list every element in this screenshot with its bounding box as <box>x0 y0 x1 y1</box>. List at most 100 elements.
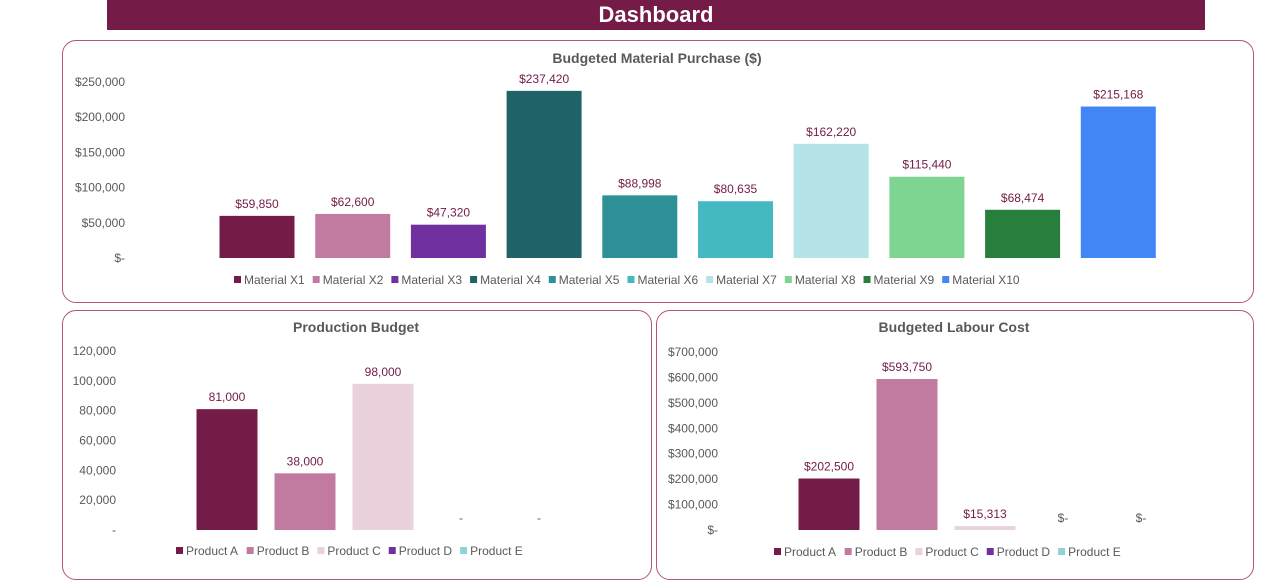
y-tick-label: 60,000 <box>79 434 116 448</box>
legend-label: Material X3 <box>401 273 462 287</box>
data-label: $162,220 <box>806 125 856 139</box>
y-tick-label: $500,000 <box>668 396 718 410</box>
bar-product-c <box>352 383 414 530</box>
y-tick-label: $400,000 <box>668 421 718 435</box>
bar-product-c <box>954 526 1016 530</box>
legend-label: Material X10 <box>952 273 1020 287</box>
bar-material-x9 <box>985 209 1061 258</box>
legend-item: Material X5 <box>548 273 620 287</box>
legend-label: Product D <box>399 544 453 558</box>
legend-swatch <box>942 276 950 283</box>
bar-material-x4 <box>506 90 582 258</box>
legend-label: Material X5 <box>559 273 620 287</box>
data-label: $593,750 <box>882 360 932 374</box>
labour-chart-panel <box>656 310 1254 580</box>
legend-label: Product A <box>784 545 836 559</box>
legend-swatch <box>915 548 923 555</box>
bar-material-x1 <box>219 215 295 258</box>
legend-swatch <box>627 276 635 283</box>
data-label: $68,474 <box>1001 191 1045 205</box>
data-label: - <box>537 511 541 525</box>
legend-swatch <box>312 276 320 283</box>
data-label: $88,998 <box>618 176 662 190</box>
bar-material-x7 <box>793 143 869 258</box>
material-chart-panel <box>62 40 1254 303</box>
data-label: 98,000 <box>365 365 402 379</box>
legend-label: Product D <box>997 545 1051 559</box>
legend-swatch <box>176 547 183 554</box>
legend-swatch <box>986 548 994 555</box>
legend-item: Product B <box>246 544 310 558</box>
bar-product-b <box>274 473 336 530</box>
bar-product-a <box>196 409 258 530</box>
legend-label: Product E <box>470 544 523 558</box>
data-label: $59,850 <box>235 197 279 211</box>
legend-label: Material X7 <box>716 273 777 287</box>
legend-label: Product C <box>327 544 381 558</box>
legend-swatch <box>317 547 325 554</box>
labour-chart: Budgeted Labour Cost $- $100,000 $200,000 $3… <box>668 319 1146 559</box>
data-label: $47,320 <box>427 206 471 220</box>
legend-item: Product D <box>388 544 453 558</box>
data-label: $- <box>1058 511 1069 525</box>
bar-material-x10 <box>1080 106 1156 258</box>
legend-swatch <box>548 276 556 283</box>
legend-item: Product A <box>176 544 238 558</box>
legend-swatch <box>470 276 478 283</box>
legend-label: Product A <box>186 544 238 558</box>
y-tick-label: $- <box>114 251 125 265</box>
y-tick-label: 20,000 <box>79 493 116 507</box>
legend-swatch <box>844 548 852 555</box>
data-label: $- <box>1136 511 1147 525</box>
y-tick-label: $- <box>707 523 718 537</box>
legend-swatch <box>863 276 871 283</box>
legend-label: Product C <box>925 545 979 559</box>
data-label: $237,420 <box>519 72 569 86</box>
bar-material-x5 <box>602 195 678 258</box>
legend-item: Material X7 <box>706 273 777 287</box>
chart-title: Budgeted Labour Cost <box>879 319 1030 335</box>
y-tick-label: $600,000 <box>668 370 718 384</box>
legend-item: Product C <box>317 544 381 558</box>
legend-swatch <box>784 276 792 283</box>
data-label: 81,000 <box>209 390 246 404</box>
legend-swatch <box>1058 548 1066 555</box>
y-tick-label: $150,000 <box>75 145 125 159</box>
legend-item: Material X4 <box>470 273 541 287</box>
legend-label: Material X2 <box>323 273 384 287</box>
data-label: - <box>459 511 463 525</box>
charts-canvas: Budgeted Material Purchase ($) $- $50,000 $… <box>73 50 1156 559</box>
legend-label: Material X8 <box>795 273 856 287</box>
y-tick-label: $100,000 <box>75 181 125 195</box>
legend-item: Material X9 <box>863 273 935 287</box>
data-label: $80,635 <box>714 182 758 196</box>
bar-material-x6 <box>698 201 773 258</box>
bar-material-x8 <box>889 176 965 258</box>
legend-item: Product D <box>986 545 1051 559</box>
y-tick-label: 100,000 <box>73 374 117 388</box>
y-tick-label: 40,000 <box>79 463 116 477</box>
y-tick-label: $200,000 <box>75 110 125 124</box>
legend-item: Material X1 <box>234 273 305 287</box>
legend-label: Product B <box>257 544 310 558</box>
legend-item: Material X10 <box>942 273 1020 287</box>
material-chart: Budgeted Material Purchase ($) $- $50,000 $… <box>75 50 1156 287</box>
legend-swatch <box>460 547 468 554</box>
data-label: $115,440 <box>902 158 951 172</box>
bar-product-b <box>876 379 938 530</box>
y-tick-label: $50,000 <box>82 216 126 230</box>
chart-title: Budgeted Material Purchase ($) <box>552 50 761 66</box>
dashboard-title: Dashboard <box>107 0 1205 30</box>
legend-label: Material X1 <box>244 273 305 287</box>
legend-swatch <box>391 276 399 283</box>
legend-swatch <box>388 547 396 554</box>
legend-item: Material X2 <box>312 273 384 287</box>
bar-product-a <box>798 478 860 530</box>
legend-label: Material X4 <box>480 273 541 287</box>
y-tick-label: $700,000 <box>668 345 718 359</box>
legend-item: Product A <box>774 545 836 559</box>
data-label: $202,500 <box>804 460 854 474</box>
legend-swatch <box>246 547 254 554</box>
legend-item: Material X3 <box>391 273 462 287</box>
production-chart: Production Budget - 20,000 40,000 60,000 80,0… <box>73 319 541 558</box>
